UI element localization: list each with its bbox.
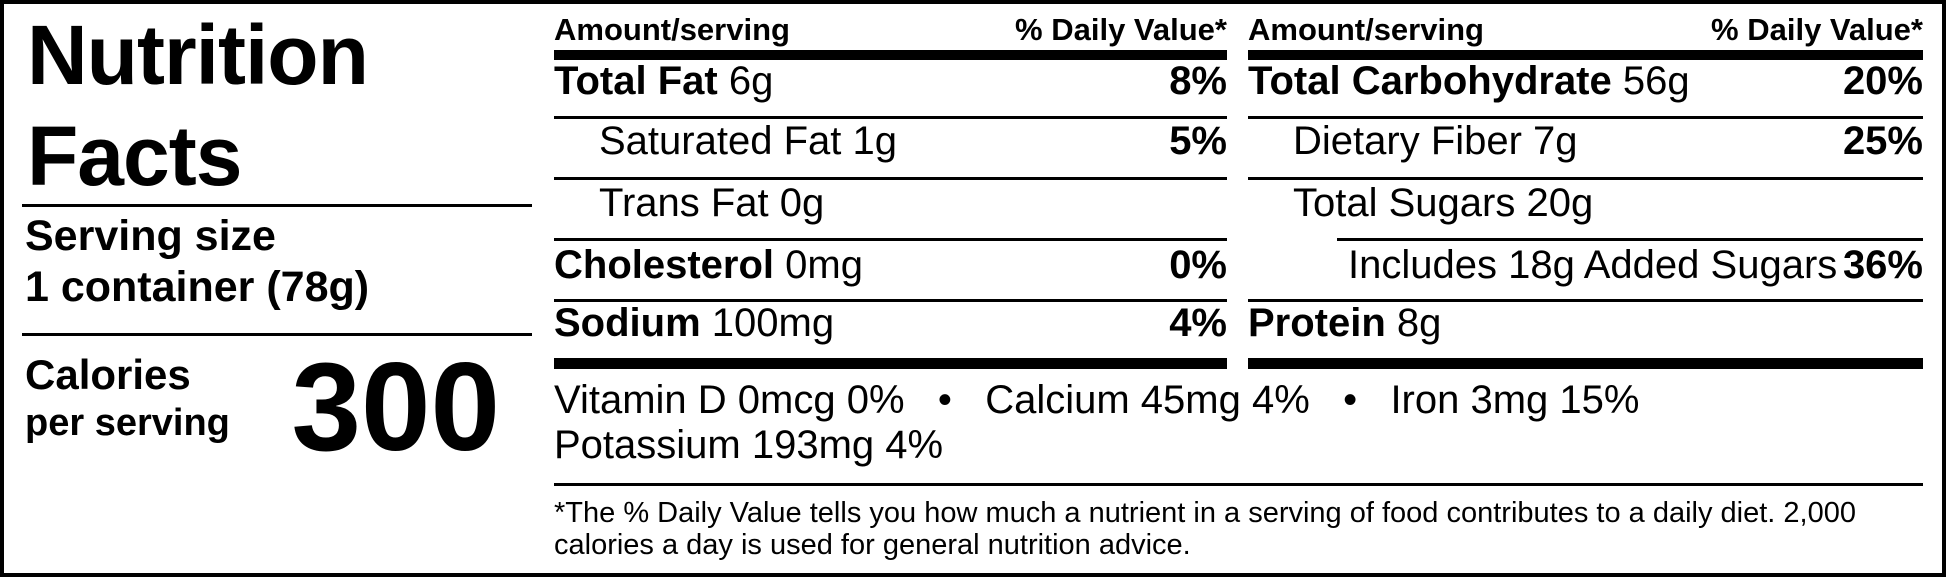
thin-rule — [554, 116, 1227, 119]
nutrient-row-saturated-fat: Saturated Fat 1g 5% — [599, 119, 1227, 163]
nutrient-amount: 100mg — [711, 301, 835, 345]
nutrient-amount: 8g — [1396, 301, 1442, 345]
nutrient-daily-value: 5% — [1169, 119, 1227, 163]
nutrient-daily-value: 4% — [1169, 301, 1227, 345]
thick-rule — [1248, 358, 1923, 369]
nutrient-row-total-fat: Total Fat 6g 8% — [554, 59, 1227, 103]
nutrient-column-left: Amount/serving % Daily Value* Total Fat … — [554, 0, 1227, 577]
thin-rule — [1248, 177, 1923, 180]
nutrient-daily-value: 25% — [1842, 119, 1923, 163]
nutrient-name: Total Sugars 20g — [1293, 181, 1594, 225]
nutrient-name: Protein — [1248, 301, 1386, 345]
nutrient-row-total-sugars: Total Sugars 20g — [1293, 181, 1923, 225]
serving-size-label: Serving size — [25, 212, 276, 260]
calories-label: Calories — [25, 351, 191, 398]
column-header: Amount/serving % Daily Value* — [1248, 12, 1923, 48]
thin-rule — [1248, 116, 1923, 119]
thin-rule-above-footnote — [554, 483, 1923, 486]
nutrient-row-sodium: Sodium 100mg 4% — [554, 301, 1227, 345]
nutrient-daily-value: 0% — [1169, 243, 1227, 287]
nutrient-amount: 56g — [1622, 59, 1690, 103]
nutrient-column-right: Amount/serving % Daily Value* Total Carb… — [1248, 0, 1923, 577]
column-header: Amount/serving % Daily Value* — [554, 12, 1227, 48]
nutrient-daily-value: 36% — [1842, 243, 1923, 287]
micronutrients-line-2: Potassium 193mg 4% — [554, 423, 944, 467]
label-title: Nutrition Facts — [27, 8, 369, 203]
nutrient-name: Dietary Fiber 7g — [1293, 119, 1578, 163]
nutrient-name: Total Carbohydrate — [1248, 59, 1612, 103]
micronutrients-line-1: Vitamin D 0mcg 0% • Calcium 45mg 4% • Ir… — [554, 378, 1640, 422]
nutrient-name: Total Fat — [554, 59, 718, 103]
nutrient-daily-value: 20% — [1842, 59, 1923, 103]
amount-per-serving-header: Amount/serving — [1248, 12, 1484, 47]
nutrient-name: Saturated Fat 1g — [599, 119, 897, 163]
daily-value-header: % Daily Value* — [1015, 12, 1227, 47]
nutrient-row-protein: Protein 8g — [1248, 301, 1923, 345]
thin-rule — [554, 177, 1227, 180]
thick-rule — [554, 358, 1227, 369]
nutrient-amount: 6g — [728, 59, 774, 103]
thick-rule — [1248, 50, 1923, 60]
divider-under-serving — [22, 333, 532, 336]
daily-value-footnote: *The % Daily Value tells you how much a … — [554, 497, 1856, 561]
amount-per-serving-header: Amount/serving — [554, 12, 790, 47]
nutrient-row-trans-fat: Trans Fat 0g — [599, 181, 1227, 225]
calories-sublabel: per serving — [25, 402, 230, 444]
nutrient-name: Trans Fat 0g — [599, 181, 825, 225]
daily-value-header: % Daily Value* — [1711, 12, 1923, 47]
thin-rule — [1248, 299, 1923, 302]
thin-rule-indented — [1337, 238, 1923, 241]
nutrient-row-dietary-fiber: Dietary Fiber 7g 25% — [1293, 119, 1923, 163]
thin-rule — [554, 238, 1227, 241]
divider-under-title — [22, 204, 532, 207]
serving-size-value: 1 container (78g) — [25, 263, 370, 311]
nutrient-name: Cholesterol — [554, 243, 775, 287]
nutrient-row-total-carbohydrate: Total Carbohydrate 56g 20% — [1248, 59, 1923, 103]
thin-rule — [554, 299, 1227, 302]
nutrient-name: Sodium — [554, 301, 701, 345]
calories-value: 300 — [291, 338, 500, 477]
nutrient-row-added-sugars: Includes 18g Added Sugars 36% — [1348, 243, 1923, 287]
nutrient-name: Includes 18g Added Sugars — [1348, 243, 1838, 287]
thick-rule — [554, 50, 1227, 60]
nutrient-daily-value: 8% — [1169, 59, 1227, 103]
nutrient-row-cholesterol: Cholesterol 0mg 0% — [554, 243, 1227, 287]
nutrient-amount: 0mg — [785, 243, 863, 287]
